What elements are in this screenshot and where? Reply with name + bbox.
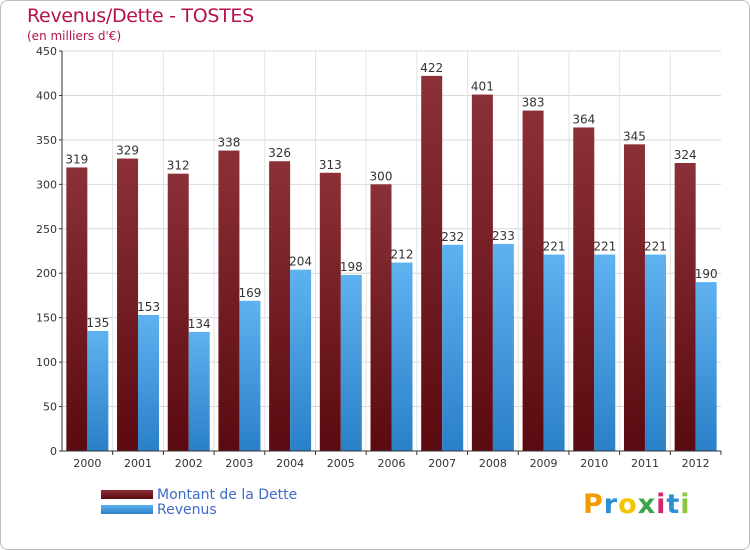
x-tick-label-2002: 2002	[175, 457, 203, 470]
bar-revenus-2012	[695, 282, 717, 451]
bar-revenus-2007	[442, 244, 464, 451]
y-tick-label: 0	[50, 445, 57, 458]
logo-letter: r	[603, 489, 619, 520]
bar-dette-2006	[370, 184, 392, 452]
value-label-dette-2004: 326	[268, 146, 291, 160]
x-tick-label-2004: 2004	[276, 457, 304, 470]
bar-revenus-2003	[239, 300, 261, 451]
value-label-dette-2009: 383	[522, 96, 545, 110]
bar-dette-2003	[218, 150, 240, 452]
value-label-dette-2000: 319	[65, 152, 88, 166]
y-tick-label: 100	[36, 356, 57, 369]
value-labels: 319 135 329 153 312 134 338 169 326 204 313 198 300 2…	[65, 61, 717, 331]
logo-letter: i	[656, 489, 667, 520]
x-tick-label-2005: 2005	[327, 457, 355, 470]
bar-dette-2004	[269, 161, 291, 451]
x-tick-label-2012: 2012	[682, 457, 710, 470]
logo-letter: o	[618, 489, 638, 520]
proxiti-logo: Proxiti	[583, 489, 691, 520]
legend-label-revenus: Revenus	[157, 501, 217, 518]
chart-title: Revenus/Dette - TOSTES	[27, 5, 254, 27]
y-tick-label: 350	[36, 134, 57, 147]
bar-revenus-2010	[594, 254, 616, 451]
legend: Montant de la Dette Revenus	[101, 486, 298, 518]
chart-subtitle: (en milliers d'€)	[27, 29, 122, 43]
y-tick-label: 300	[36, 178, 57, 191]
bar-revenus-2009	[543, 254, 565, 451]
bar-dette-2002	[167, 173, 189, 451]
legend-swatch-revenus	[101, 505, 153, 514]
bar-dette-2011	[623, 144, 645, 452]
bar-dette-2012	[674, 163, 696, 451]
bar-revenus-2000	[87, 331, 109, 451]
value-label-revenus-2006: 212	[391, 248, 414, 262]
bar-dette-2009	[522, 110, 544, 452]
legend-item-revenus: Revenus	[101, 501, 297, 518]
y-tick-label: 200	[36, 267, 57, 280]
axes: 0 50 100 150 200 250 300 350 400 450 2000 2001 2002 2…	[36, 45, 722, 470]
x-tick-label-2001: 2001	[124, 457, 152, 470]
x-tick-label-2003: 2003	[225, 457, 253, 470]
value-label-revenus-2000: 135	[86, 316, 109, 330]
value-label-dette-2003: 338	[217, 136, 240, 150]
value-label-dette-2010: 364	[572, 112, 595, 126]
value-label-dette-2001: 329	[116, 144, 139, 158]
bar-dette-2000	[66, 167, 88, 451]
bar-dette-2005	[319, 172, 341, 451]
y-tick-label: 450	[36, 45, 57, 58]
value-label-revenus-2009: 221	[543, 240, 566, 254]
logo-letter: t	[666, 489, 681, 520]
x-tick-label-2011: 2011	[631, 457, 659, 470]
x-tick-label-2009: 2009	[530, 457, 558, 470]
y-tick-label: 50	[43, 401, 57, 414]
value-label-revenus-2011: 221	[644, 240, 667, 254]
x-tick-label-2010: 2010	[580, 457, 608, 470]
bar-revenus-2004	[290, 269, 312, 451]
value-label-revenus-2003: 169	[238, 286, 261, 300]
value-label-revenus-2004: 204	[289, 255, 312, 269]
logo-letter: P	[583, 489, 604, 520]
bars	[66, 75, 717, 452]
legend-label-dette: Montant de la Dette	[157, 486, 298, 503]
value-label-dette-2005: 313	[319, 158, 342, 172]
logo-letter: i	[680, 489, 691, 520]
value-label-dette-2011: 345	[623, 129, 646, 143]
bar-revenus-2001	[138, 315, 160, 451]
value-label-revenus-2007: 232	[441, 230, 464, 244]
logo-letter: x	[637, 489, 657, 520]
value-label-dette-2002: 312	[167, 159, 190, 173]
value-label-revenus-2008: 233	[492, 229, 515, 243]
y-tick-label: 400	[36, 89, 57, 102]
value-label-revenus-2010: 221	[593, 240, 616, 254]
bar-revenus-2006	[391, 262, 413, 451]
value-label-revenus-2012: 190	[695, 267, 718, 281]
bar-dette-2010	[573, 127, 595, 451]
x-tick-label-2000: 2000	[73, 457, 101, 470]
legend-item-dette: Montant de la Dette	[101, 486, 298, 503]
x-tick-label-2006: 2006	[378, 457, 406, 470]
y-tick-label: 150	[36, 312, 57, 325]
y-tick-label: 250	[36, 223, 57, 236]
value-label-dette-2006: 300	[370, 169, 393, 183]
bar-revenus-2002	[188, 331, 210, 451]
x-tick-label-2007: 2007	[428, 457, 456, 470]
bar-revenus-2011	[644, 254, 666, 451]
value-label-dette-2012: 324	[674, 148, 697, 162]
x-tick-label-2008: 2008	[479, 457, 507, 470]
bar-dette-2008	[471, 94, 493, 452]
bar-revenus-2005	[340, 275, 362, 451]
bar-revenus-2008	[492, 243, 514, 451]
legend-swatch-dette	[101, 490, 153, 499]
bar-dette-2001	[117, 158, 139, 452]
value-label-revenus-2005: 198	[340, 260, 363, 274]
bar-dette-2007	[421, 75, 443, 451]
value-label-dette-2007: 422	[420, 61, 443, 75]
value-label-dette-2008: 401	[471, 80, 494, 94]
value-label-revenus-2001: 153	[137, 300, 160, 314]
value-label-revenus-2002: 134	[188, 317, 211, 331]
